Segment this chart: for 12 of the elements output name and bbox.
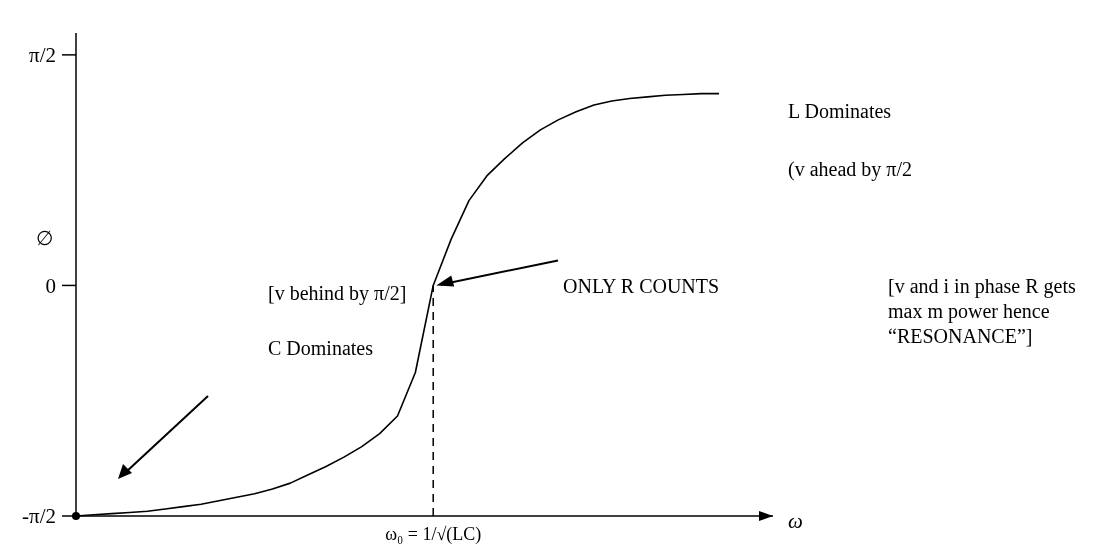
x-axis-title: ω	[788, 509, 803, 533]
y-axis-title: ∅	[36, 227, 53, 250]
text: L Dominates	[788, 100, 892, 122]
y-tick-label: π/2	[29, 43, 56, 68]
annotation: C Dominates	[268, 337, 374, 360]
annotation: ONLY R COUNTS	[563, 275, 720, 298]
y-tick-label: 0	[45, 273, 56, 298]
x-tick-label: ω₀ = 1/√(LC)	[385, 524, 482, 545]
y-tick-label: -π/2	[22, 504, 56, 529]
text: (v ahead by π/2	[788, 158, 912, 181]
annotation: [v behind by π/2]	[268, 282, 407, 306]
text: [v and i in phase R gets max m power hence “RESONANCE”]	[888, 275, 1076, 348]
